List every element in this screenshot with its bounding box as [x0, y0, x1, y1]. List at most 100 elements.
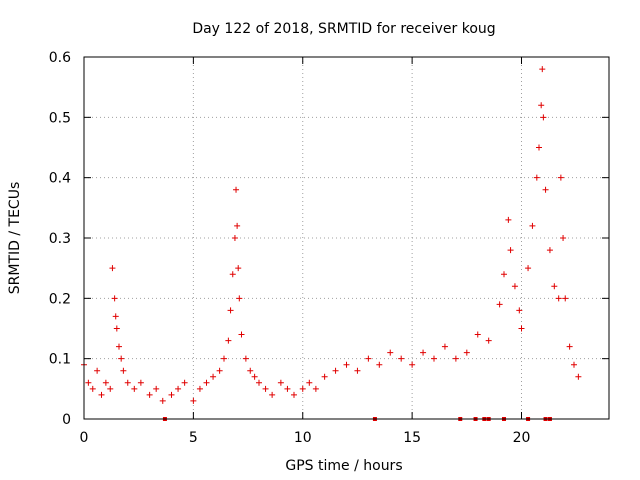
data-point	[227, 307, 234, 314]
data-point	[85, 379, 92, 386]
data-point	[124, 379, 131, 386]
data-point	[116, 343, 122, 350]
data-point	[505, 216, 512, 223]
data-point	[210, 373, 217, 380]
data-point	[452, 355, 459, 362]
data-point	[539, 66, 546, 73]
data-point	[557, 174, 564, 181]
data-point	[236, 295, 243, 302]
tick-labels: 0 5 10 15 20 0 0.1 0.2 0.3 0.4 0.5 0.6	[49, 50, 531, 446]
x-tick-label: 5	[189, 430, 198, 446]
data-point	[221, 355, 227, 362]
y-tick-label: 0.3	[49, 231, 71, 247]
data-point	[120, 367, 127, 374]
data-point	[306, 379, 313, 386]
data-point	[94, 367, 101, 374]
data-point	[571, 361, 577, 368]
data-point	[216, 367, 223, 374]
data-point	[238, 331, 245, 338]
y-tick-label: 0.5	[49, 110, 71, 126]
data-point	[153, 385, 160, 392]
data-point	[284, 385, 291, 392]
data-point	[231, 235, 238, 241]
data-point	[536, 144, 542, 151]
data-point	[235, 265, 242, 272]
x-tick-label: 20	[513, 430, 531, 446]
data-point	[168, 391, 175, 398]
data-point	[234, 222, 241, 229]
data-point	[555, 295, 562, 302]
data-point	[575, 373, 582, 380]
data-point	[113, 325, 120, 332]
data-point	[181, 379, 188, 386]
data-point	[398, 355, 405, 362]
data-point	[190, 397, 197, 404]
data-point	[131, 385, 138, 392]
data-point	[332, 367, 339, 374]
data-point	[225, 337, 232, 344]
data-point	[256, 379, 262, 386]
data-point	[321, 373, 328, 380]
data-point	[376, 361, 383, 368]
plot-frame	[83, 56, 610, 420]
data-point	[233, 186, 240, 193]
data-point	[507, 247, 514, 254]
data-point	[409, 361, 416, 368]
data-point	[529, 222, 536, 229]
data-point	[542, 186, 549, 193]
data-point	[501, 271, 507, 278]
data-point	[277, 379, 284, 386]
y-tick-label: 0.6	[49, 50, 71, 66]
chart-title: Day 122 of 2018, SRMTID for receiver kou…	[192, 21, 495, 37]
x-tick-label: 15	[403, 430, 421, 446]
data-point	[420, 349, 427, 356]
data-point	[562, 295, 569, 302]
data-point	[269, 391, 276, 398]
data-point	[560, 235, 567, 241]
data-point	[291, 391, 297, 398]
data-point	[146, 391, 153, 398]
data-point	[89, 385, 96, 392]
y-tick-label: 0.4	[49, 171, 71, 187]
y-tick-label: 0	[62, 412, 71, 428]
data-point	[112, 313, 119, 320]
data-point	[387, 349, 394, 356]
y-axis-label: SRMTID / TECUs	[7, 182, 23, 295]
data-point	[354, 367, 361, 374]
data-point	[463, 349, 470, 356]
data-point	[551, 283, 558, 290]
data-point	[525, 265, 532, 272]
data-point	[533, 174, 540, 181]
data-point	[365, 355, 372, 362]
data-point	[538, 102, 545, 109]
data-point	[251, 373, 258, 380]
data-point	[203, 379, 210, 386]
x-tick-label: 10	[294, 430, 312, 446]
y-tick-label: 0.2	[49, 291, 71, 307]
data-markers	[81, 66, 582, 421]
data-point	[107, 385, 114, 392]
data-point	[496, 301, 503, 308]
data-point	[118, 355, 125, 362]
data-point	[343, 361, 350, 368]
data-point	[247, 367, 254, 374]
data-point	[229, 271, 236, 278]
data-point	[98, 391, 105, 398]
x-axis-label: GPS time / hours	[285, 458, 402, 474]
data-point	[485, 337, 492, 344]
x-tick-label: 0	[80, 430, 89, 446]
data-point	[299, 385, 306, 392]
data-point	[196, 385, 203, 392]
data-point	[262, 385, 269, 392]
data-point	[474, 331, 481, 338]
data-point	[511, 283, 518, 290]
data-point	[111, 295, 118, 302]
data-point	[431, 355, 437, 362]
data-point	[159, 397, 166, 404]
data-point	[546, 247, 553, 254]
grid-lines	[84, 57, 609, 419]
data-point	[540, 114, 547, 121]
data-point	[102, 379, 109, 386]
y-tick-label: 0.1	[49, 352, 71, 368]
